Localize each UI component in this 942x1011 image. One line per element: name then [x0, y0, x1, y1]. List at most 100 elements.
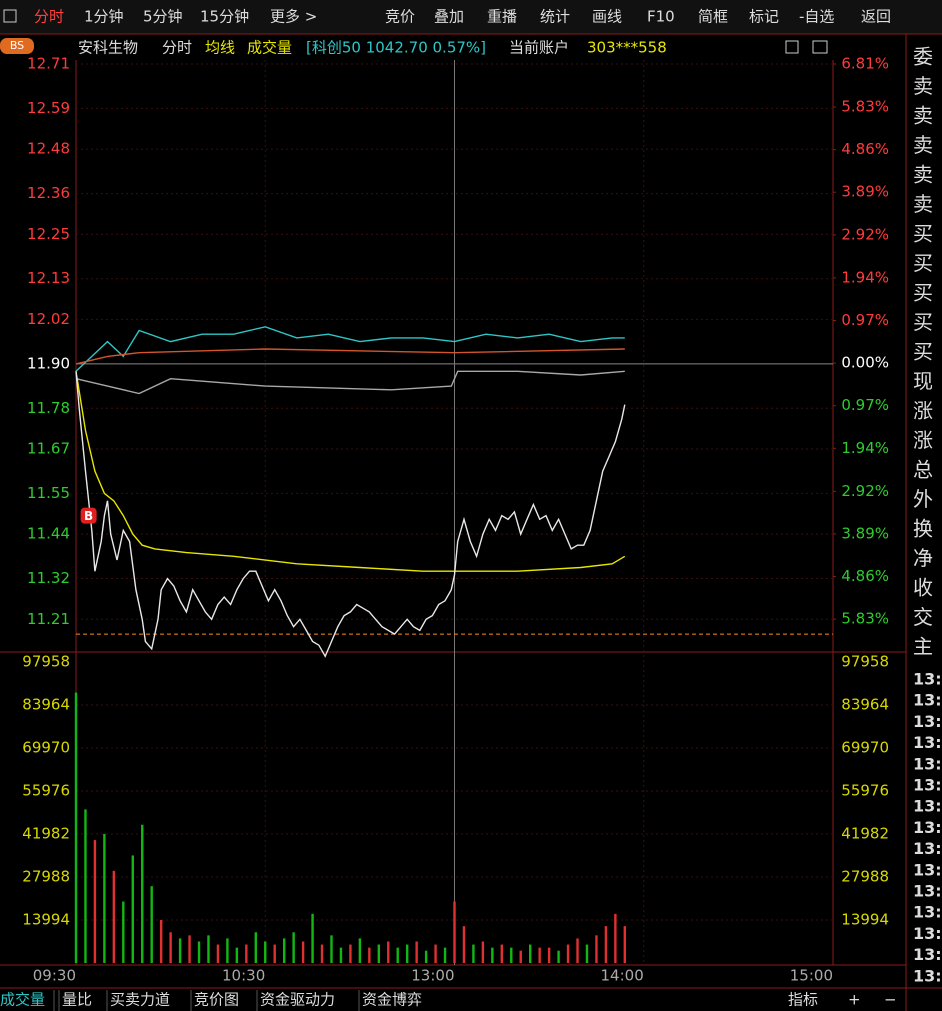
- vol-tick-label: 69970: [841, 739, 889, 757]
- side-time: 13:: [913, 797, 942, 816]
- tool[interactable]: 简框: [698, 8, 728, 26]
- tab[interactable]: 更多 >: [270, 8, 317, 26]
- y-tick-label: 12.25: [27, 225, 70, 243]
- volume-bar: [339, 947, 343, 963]
- tool[interactable]: 画线: [592, 8, 622, 26]
- y-tick-label: 11.32: [27, 569, 70, 587]
- vol-tick-label: 27988: [841, 868, 889, 886]
- side-label: 卖: [913, 133, 933, 157]
- tab[interactable]: 1分钟: [84, 8, 124, 26]
- tool[interactable]: 标记: [749, 8, 779, 26]
- volume-bar: [377, 944, 380, 963]
- volume-bar: [519, 950, 522, 963]
- tool[interactable]: 叠加: [434, 8, 464, 26]
- volume-bar: [434, 944, 437, 963]
- y2-tick-label: 5.83%: [841, 610, 889, 628]
- badge-text: BS: [10, 39, 24, 52]
- volume-bar: [254, 932, 257, 963]
- volume-bar: [235, 947, 239, 963]
- series-line: [75, 371, 626, 572]
- side-time: 13:: [913, 733, 942, 752]
- icon[interactable]: [812, 40, 828, 54]
- bottom-tab[interactable]: 资金驱动力: [260, 991, 335, 1009]
- volume-bar: [216, 944, 220, 963]
- side-time: 13:: [913, 924, 942, 943]
- side-label: 涨: [913, 428, 933, 452]
- bottom-tool[interactable]: +: [848, 991, 861, 1009]
- volume-bar: [93, 840, 97, 963]
- side-label: 买: [913, 340, 933, 364]
- tab[interactable]: 15分钟: [200, 8, 249, 26]
- tool[interactable]: -自选: [799, 8, 834, 26]
- account: 303***558: [587, 39, 667, 57]
- tool[interactable]: 返回: [861, 8, 891, 26]
- side-time: 13:: [913, 776, 942, 795]
- volume-bar: [462, 926, 466, 963]
- volume-bar: [122, 901, 125, 963]
- vol-tick-label: 55976: [22, 782, 70, 800]
- y-tick-label: 11.67: [27, 439, 70, 457]
- vol-tick-label: 41982: [841, 825, 889, 843]
- side-time: 13:: [913, 818, 942, 837]
- side-time: 13:: [913, 691, 942, 710]
- vol-tick-label: 83964: [22, 696, 70, 714]
- side-time: 13:: [913, 860, 942, 879]
- series-line: [75, 326, 625, 372]
- tool[interactable]: 统计: [540, 8, 570, 26]
- vol-tick-label: 55976: [841, 782, 889, 800]
- vol-tick-label: 27988: [22, 868, 70, 886]
- volume-bar: [576, 938, 579, 963]
- volume-bar: [604, 926, 608, 963]
- volume-bar: [557, 950, 560, 963]
- volume-bar: [405, 944, 409, 963]
- tab[interactable]: 5分钟: [143, 8, 183, 26]
- vol-tick-label: 13994: [22, 911, 70, 929]
- side-label: 外: [913, 487, 933, 511]
- bottom-tool[interactable]: −: [884, 991, 897, 1009]
- vol-tick-label: 13994: [841, 911, 889, 929]
- side-label: 买: [913, 251, 933, 275]
- volume-bar: [623, 926, 627, 963]
- y2-tick-label: 4.86%: [841, 567, 889, 585]
- volume-bar: [396, 947, 399, 963]
- y2-tick-label: 1.94%: [841, 439, 889, 457]
- bottom-tab[interactable]: 资金博弈: [362, 991, 422, 1009]
- bottom-tab[interactable]: 成交量: [0, 991, 45, 1009]
- icon[interactable]: [785, 40, 799, 54]
- toolbar-bg: [0, 0, 942, 34]
- buy-marker-text: B: [84, 509, 93, 523]
- volume-bar: [141, 824, 144, 963]
- vol-tick-label: 83964: [841, 696, 889, 714]
- y-tick-label: 11.55: [27, 484, 70, 502]
- series-line: [75, 370, 625, 395]
- menu-icon[interactable]: [3, 9, 17, 23]
- side-label: 卖: [913, 104, 933, 128]
- tab[interactable]: 分时: [34, 8, 64, 26]
- tool[interactable]: 重播: [487, 8, 517, 26]
- volume-bar: [226, 938, 229, 963]
- bottom-tool[interactable]: 指标: [788, 991, 818, 1009]
- buy-marker: [80, 507, 97, 524]
- side-label: 委: [913, 45, 933, 69]
- bs-badge[interactable]: [0, 38, 34, 54]
- tool[interactable]: 竞价: [385, 8, 415, 26]
- volume-bar: [188, 935, 191, 963]
- tool[interactable]: F10: [647, 8, 675, 26]
- volume-bar: [84, 809, 87, 963]
- bottom-tab[interactable]: 竞价图: [194, 991, 239, 1009]
- side-label: 总: [913, 458, 933, 482]
- bottom-tab[interactable]: 买卖力道: [110, 991, 170, 1009]
- volume-bar: [358, 938, 362, 963]
- y2-tick-label: 5.83%: [841, 98, 889, 116]
- y-tick-label: 12.59: [27, 99, 70, 117]
- vol-tick-label: 69970: [22, 739, 70, 757]
- x-tick-label: 14:00: [601, 967, 644, 985]
- vol-tick-label: 97958: [841, 653, 889, 671]
- series-line: [75, 371, 626, 658]
- volume-bar: [150, 886, 153, 963]
- volume-bar: [387, 941, 390, 963]
- volume-bar: [453, 901, 456, 963]
- volume-bar: [197, 941, 201, 963]
- y2-tick-label: 6.81%: [841, 55, 889, 73]
- bottom-tab[interactable]: 量比: [62, 991, 92, 1009]
